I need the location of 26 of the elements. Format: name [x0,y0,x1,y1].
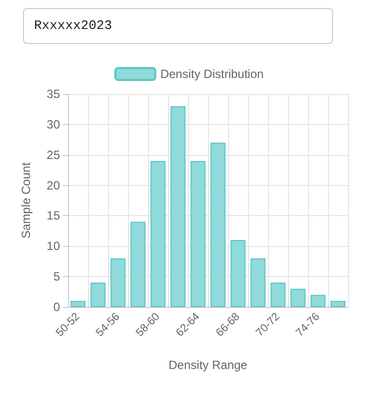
bar [110,258,126,307]
bar [170,106,186,307]
y-tick-label: 30 [46,117,60,132]
bar [90,282,106,307]
y-tick-label: 0 [53,300,60,314]
y-tick-label: 20 [46,178,60,192]
y-tick-label: 5 [53,270,60,284]
bar [270,282,286,307]
bar [290,288,306,307]
y-tick-label: 35 [46,87,60,101]
y-axis-title: Sample Count [19,162,33,239]
bar [310,294,326,307]
x-axis-title: Density Range [168,358,248,372]
y-tick-label: 25 [46,148,60,162]
bar [130,222,146,307]
bar [70,300,86,307]
bar [210,142,226,307]
text-field: Rxxxxx2023 [23,8,333,44]
bar [150,160,166,307]
y-tick-label: 10 [46,239,60,254]
bar [250,258,266,307]
bar [230,240,246,307]
legend-label: Density Distribution [160,67,264,81]
bar [190,160,206,307]
bar [330,300,346,307]
y-tick-label: 15 [46,208,60,223]
